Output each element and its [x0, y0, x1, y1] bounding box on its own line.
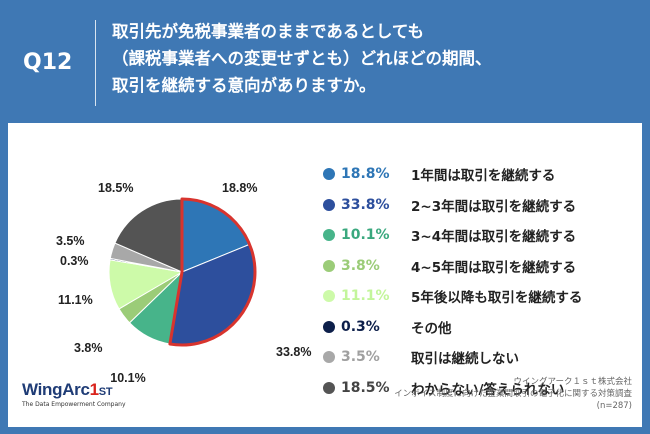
legend-item: 3.8% 4~5年間は取引を継続する: [323, 251, 582, 282]
legend-dot: [323, 229, 335, 242]
legend-label: 取引は継続しない: [411, 351, 519, 368]
legend-percent: 0.3%: [341, 318, 380, 335]
legend-dot: [323, 259, 335, 272]
logo-wordmark: WingArc1ST: [22, 380, 113, 399]
highlight-outline: [168, 197, 257, 347]
legend-percent: 10.1%: [341, 227, 390, 244]
legend-item: 10.1% 3~4年間は取引を継続する: [323, 220, 582, 251]
legend-item: 0.3% その他: [323, 312, 582, 343]
data-label: 33.8%: [276, 345, 311, 359]
legend-label: 4~5年間は取引を継続する: [411, 259, 577, 276]
legend-percent: 18.5%: [341, 379, 390, 396]
legend-item: 3.5% 取引は継続しない: [323, 342, 582, 373]
data-label: 11.1%: [58, 293, 93, 307]
chart-panel: 18.8% 33.8% 10.1% 3.8% 11.1% 0.3% 3.5% 18.5% 18…: [8, 123, 642, 427]
legend-percent: 11.1%: [341, 288, 390, 305]
legend-percent: 33.8%: [341, 196, 390, 213]
legend-percent: 18.8%: [341, 166, 390, 183]
data-label: 0.3%: [60, 254, 89, 268]
question-text: 取引先が免税事業者のままであるとしても （課税事業者への変更せずとも）どれほどの…: [112, 18, 632, 99]
legend-label: 3~4年間は取引を継続する: [411, 229, 577, 246]
data-label: 18.8%: [222, 181, 257, 195]
legend-dot: [323, 381, 335, 394]
legend-dot: [323, 290, 335, 303]
legend-label: 2~3年間は取引を継続する: [411, 198, 577, 215]
legend-label: 1年間は取引を継続する: [411, 168, 556, 185]
legend-label: わからない/答えられない: [411, 381, 565, 398]
legend-percent: 3.8%: [341, 257, 380, 274]
source-company: ウイングアーク１ｓｔ株式会社: [513, 377, 633, 387]
source-survey: インボイス制度に向けた企業間取引の電子化に関する対策調査: [394, 389, 632, 399]
pie-chart: 18.8% 33.8% 10.1% 3.8% 11.1% 0.3% 3.5% 18.5%: [56, 181, 311, 385]
legend-dot: [323, 198, 335, 211]
pie-slice: [114, 198, 183, 273]
legend-item: 11.1% 5年後以降も取引を継続する: [323, 281, 582, 312]
question-line: （課税事業者への変更せずとも）どれほどの期間、: [112, 49, 492, 68]
legend: 18.8% 1年間は取引を継続する 33.8% 2~3年間は取引を継続する 10.1% 3…: [323, 159, 582, 403]
data-label: 10.1%: [110, 371, 145, 385]
wingarc-logo: WingArc1ST The Data Empowerment Company: [22, 380, 126, 408]
question-line: 取引を継続する意向がありますか。: [112, 76, 376, 95]
data-label: 3.8%: [74, 341, 103, 355]
legend-percent: 3.5%: [341, 349, 380, 366]
header: Q12 取引先が免税事業者のままであるとしても （課税事業者への変更せずとも）ど…: [0, 0, 650, 122]
source-note: ウイングアーク１ｓｔ株式会社 インボイス制度に向けた企業間取引の電子化に関する対…: [394, 376, 632, 412]
legend-dot: [323, 320, 335, 333]
legend-item: 33.8% 2~3年間は取引を継続する: [323, 190, 582, 221]
data-label: 3.5%: [56, 234, 85, 248]
legend-item: 18.5% わからない/答えられない: [323, 373, 582, 404]
legend-dot: [323, 168, 335, 181]
data-label: 18.5%: [98, 181, 133, 195]
header-divider: [95, 20, 96, 106]
legend-label: その他: [411, 320, 452, 337]
question-number: Q12: [23, 50, 73, 75]
legend-item: 18.8% 1年間は取引を継続する: [323, 159, 582, 190]
source-sample-size: (n=287): [596, 401, 632, 411]
legend-label: 5年後以降も取引を継続する: [411, 290, 583, 307]
legend-dot: [323, 351, 335, 364]
logo-tagline: The Data Empowerment Company: [22, 401, 126, 408]
question-line: 取引先が免税事業者のままであるとしても: [112, 22, 425, 41]
